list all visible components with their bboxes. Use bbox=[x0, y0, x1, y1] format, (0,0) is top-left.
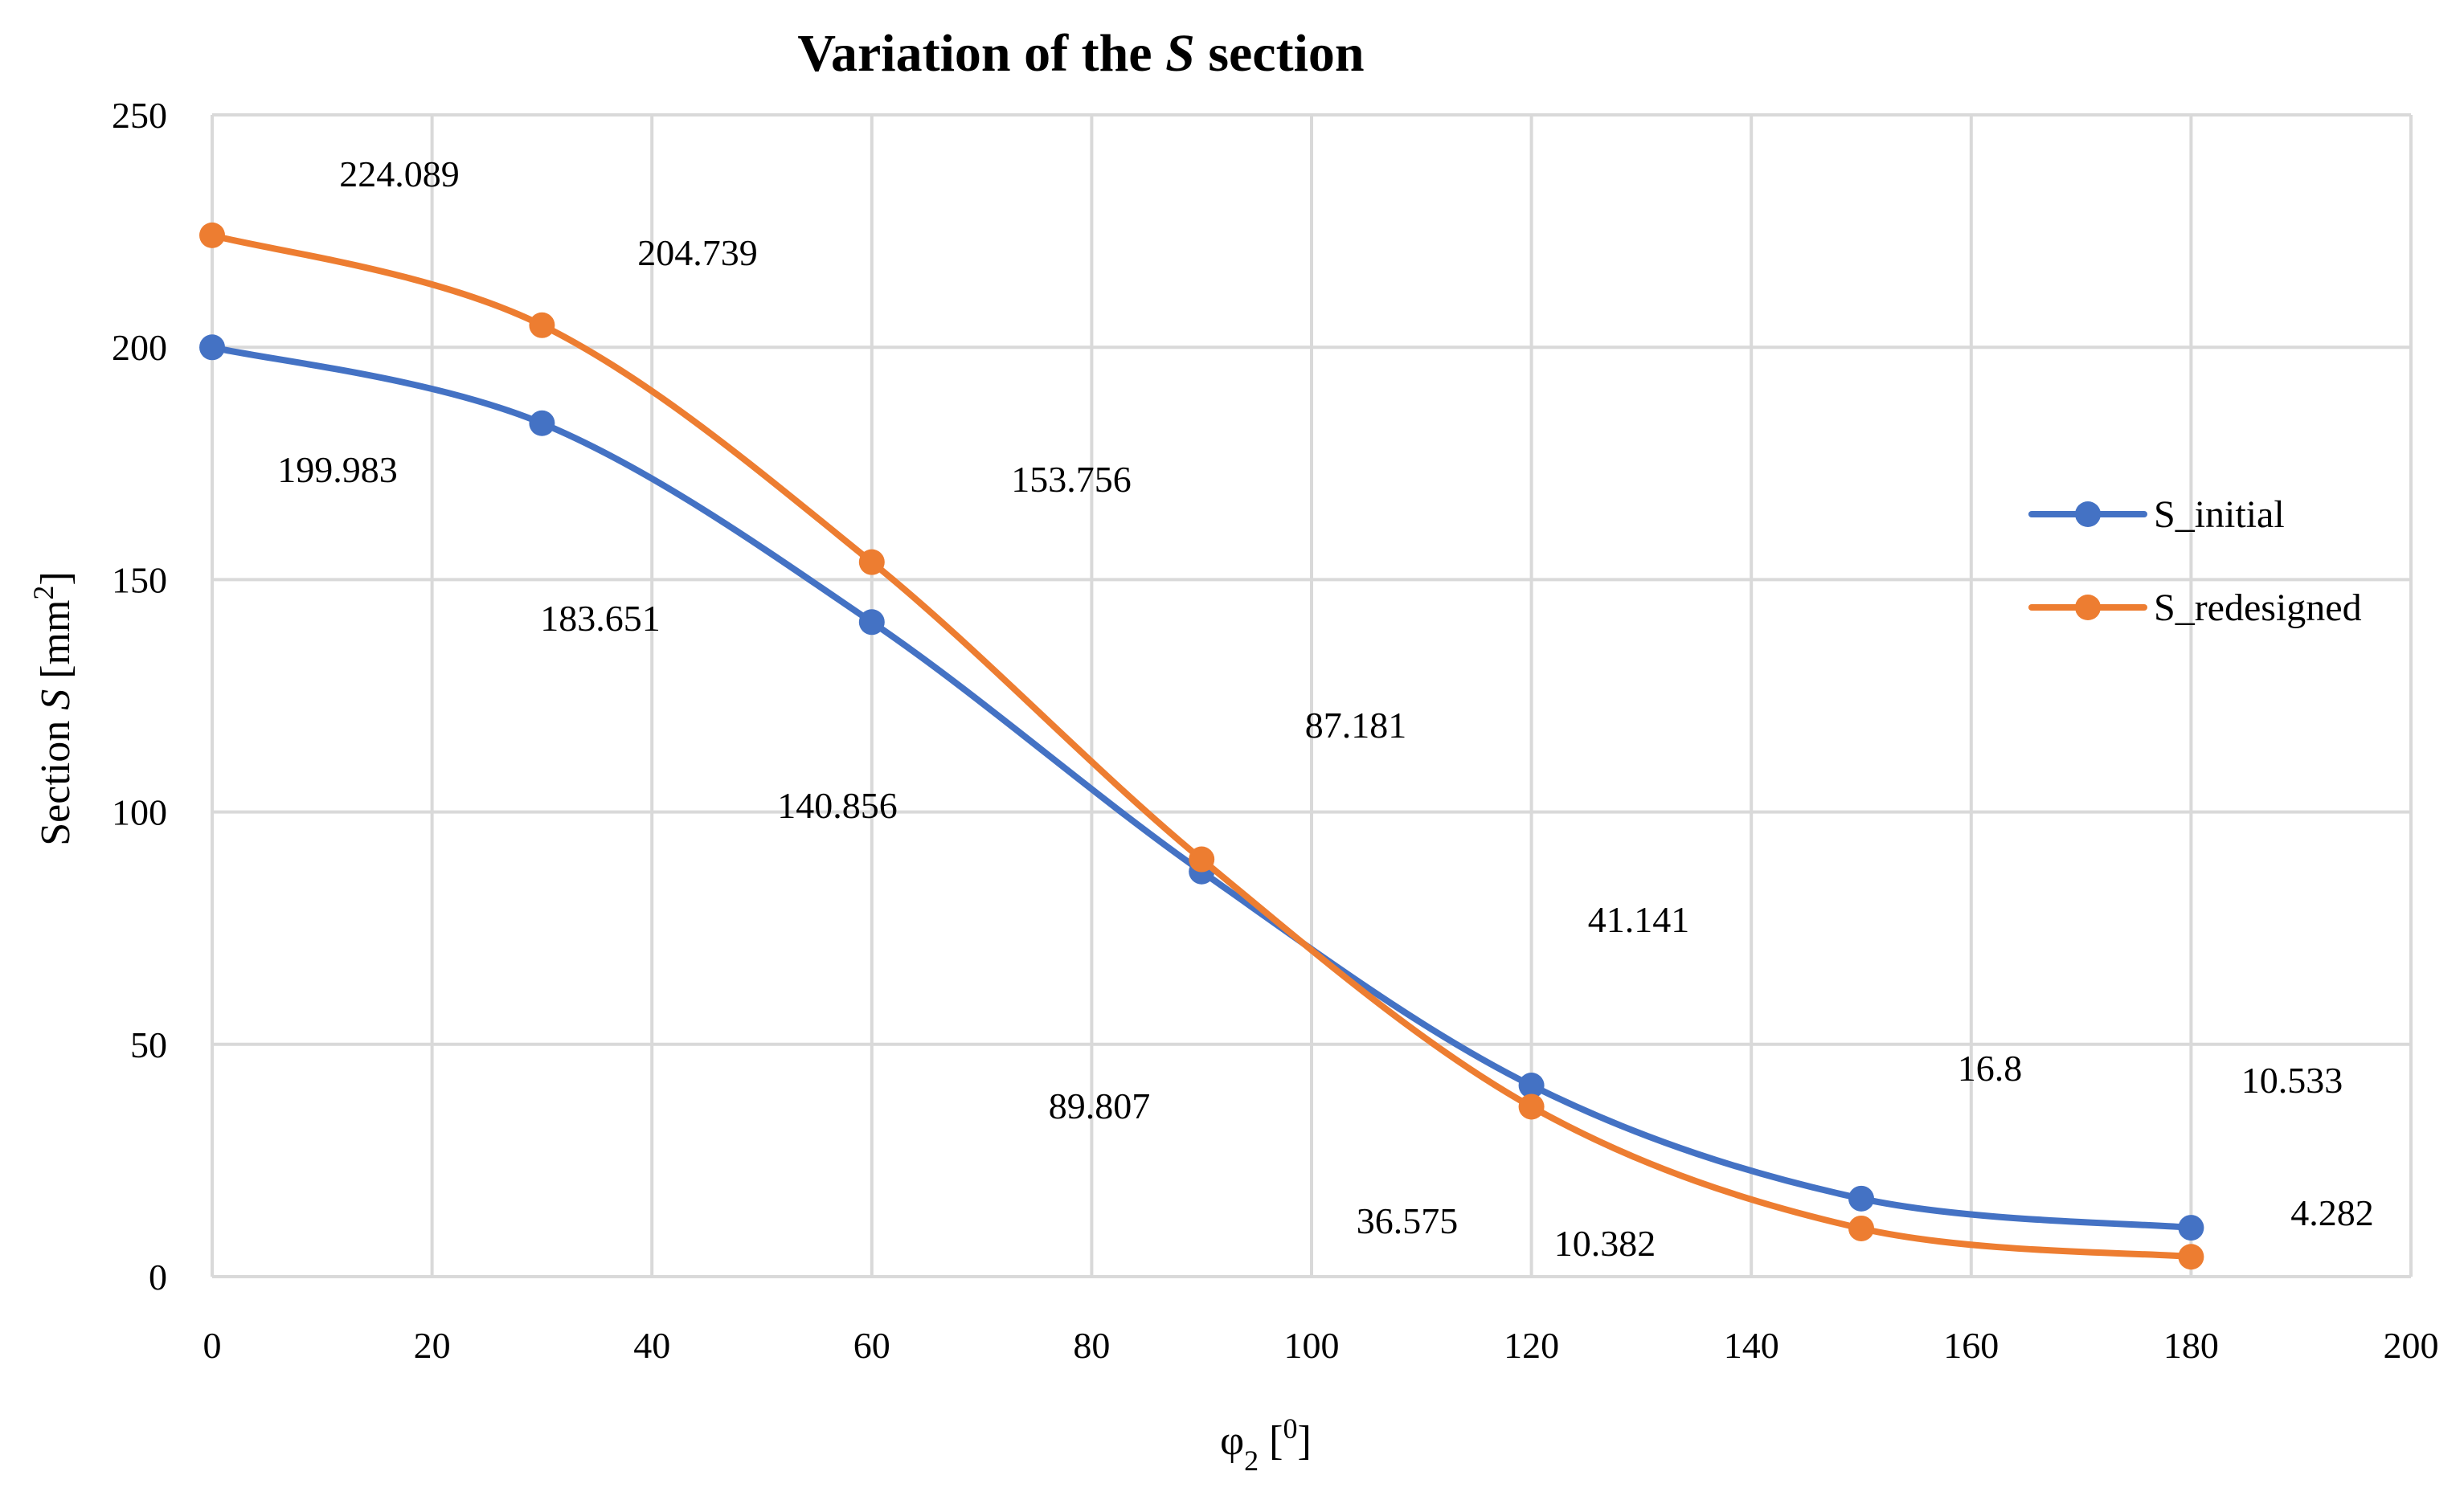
data-label-S_initial: 199.983 bbox=[277, 449, 398, 490]
data-label-S_initial: 41.141 bbox=[1588, 899, 1690, 940]
data-point-S_redesigned bbox=[1189, 846, 1215, 873]
series-line-S_redesigned bbox=[209, 231, 2195, 1261]
data-point-S_initial bbox=[858, 609, 885, 636]
x-tick-label: 0 bbox=[203, 1325, 222, 1366]
data-point-S_initial bbox=[529, 410, 555, 436]
x-tick-label: 60 bbox=[853, 1325, 890, 1366]
data-point-S_initial bbox=[1518, 1073, 1545, 1099]
x-tick-label: 40 bbox=[633, 1325, 670, 1366]
legend-label-S_redesigned: S_redesigned bbox=[2154, 587, 2362, 629]
data-label-S_redesigned: 89.807 bbox=[1049, 1085, 1151, 1126]
data-label-S_redesigned: 224.089 bbox=[339, 153, 460, 194]
data-point-S_initial bbox=[2178, 1215, 2204, 1241]
x-tick-label: 120 bbox=[1504, 1325, 1559, 1366]
x-tick-label: 100 bbox=[1284, 1325, 1340, 1366]
legend: S_initial S_redesigned bbox=[2028, 493, 2362, 629]
series-line-S_initial bbox=[209, 344, 2195, 1232]
y-axis-ticks: 0 50 100 150 200 250 bbox=[112, 95, 167, 1298]
data-label-S_initial: 140.856 bbox=[777, 785, 898, 826]
legend-label-S_initial: S_initial bbox=[2154, 493, 2285, 536]
data-label-S_initial: 10.533 bbox=[2241, 1060, 2343, 1101]
x-tick-label: 200 bbox=[2384, 1325, 2439, 1366]
data-label-S_initial: 16.8 bbox=[1958, 1048, 2023, 1089]
y-tick-label: 150 bbox=[112, 559, 167, 600]
data-point-S_initial bbox=[199, 334, 225, 361]
data-label-S_redesigned: 4.282 bbox=[2290, 1192, 2374, 1233]
series-layer bbox=[199, 222, 2204, 1270]
data-point-S_redesigned bbox=[529, 312, 555, 338]
y-tick-label: 100 bbox=[112, 792, 167, 833]
x-tick-label: 80 bbox=[1073, 1325, 1110, 1366]
grid bbox=[211, 113, 2413, 1278]
data-label-S_initial: 87.181 bbox=[1305, 705, 1407, 746]
data-point-S_initial bbox=[1848, 1185, 1874, 1212]
data-point-S_redesigned bbox=[199, 222, 225, 248]
data-label-S_redesigned: 10.382 bbox=[1554, 1223, 1656, 1264]
data-point-S_redesigned bbox=[1848, 1215, 1874, 1241]
data-label-S_initial: 183.651 bbox=[540, 598, 661, 639]
y-tick-label: 0 bbox=[149, 1257, 167, 1298]
x-tick-label: 160 bbox=[1943, 1325, 1999, 1366]
data-label-S_redesigned: 153.756 bbox=[1011, 459, 1132, 500]
x-tick-label: 20 bbox=[414, 1325, 451, 1366]
data-label-S_redesigned: 36.575 bbox=[1357, 1200, 1459, 1241]
legend-marker-S_initial bbox=[2075, 501, 2101, 527]
y-tick-label: 200 bbox=[112, 327, 167, 368]
data-point-S_redesigned bbox=[2178, 1244, 2204, 1270]
x-axis-title: φ2 [0] bbox=[1220, 1412, 1312, 1477]
y-tick-label: 50 bbox=[130, 1024, 167, 1065]
x-tick-label: 140 bbox=[1724, 1325, 1779, 1366]
y-tick-label: 250 bbox=[112, 95, 167, 136]
data-label-S_redesigned: 204.739 bbox=[637, 232, 758, 273]
chart-title: Variation of the S section bbox=[797, 24, 1364, 83]
data-labels: 199.983 183.651 140.856 87.181 41.141 16.8 10.… bbox=[277, 153, 2374, 1264]
legend-marker-S_redesigned bbox=[2075, 595, 2101, 620]
data-point-S_redesigned bbox=[858, 549, 885, 575]
x-tick-label: 180 bbox=[2163, 1325, 2219, 1366]
data-point-S_redesigned bbox=[1518, 1093, 1545, 1120]
x-axis-ticks: 0 20 40 60 80 100 120 140 160 180 200 bbox=[203, 1325, 2439, 1366]
y-axis-title: Section S [mm2] bbox=[27, 571, 79, 846]
